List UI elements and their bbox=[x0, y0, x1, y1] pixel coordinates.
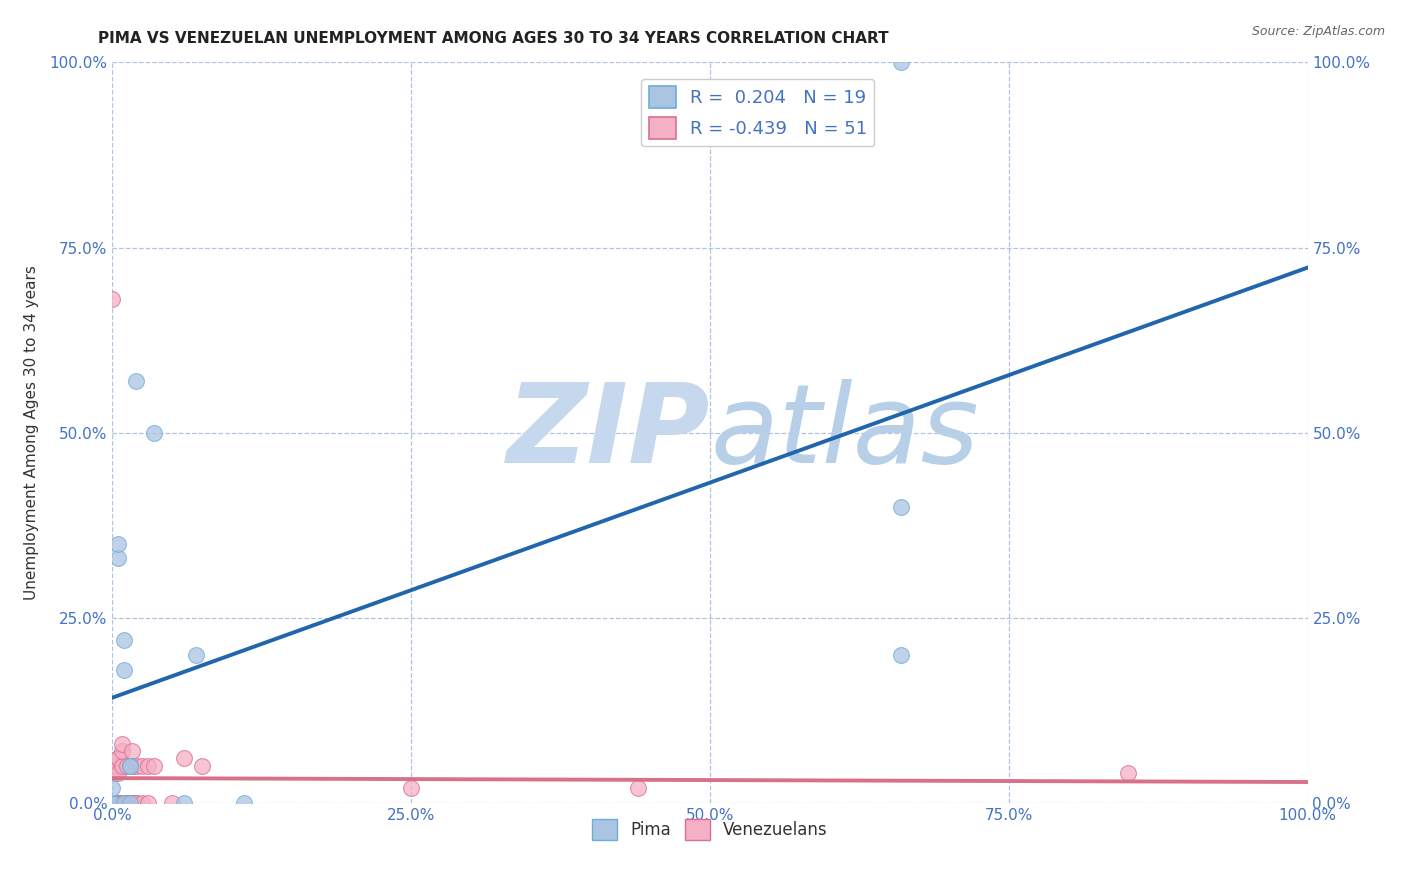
Point bbox=[107, 796, 129, 810]
Point bbox=[173, 751, 195, 765]
Point bbox=[111, 796, 134, 810]
Point bbox=[101, 796, 124, 810]
Point bbox=[101, 796, 124, 810]
Point bbox=[162, 796, 183, 810]
Point bbox=[111, 737, 134, 751]
Y-axis label: Unemployment Among Ages 30 to 34 years: Unemployment Among Ages 30 to 34 years bbox=[24, 265, 38, 600]
Point bbox=[107, 796, 129, 810]
Point bbox=[101, 293, 124, 307]
Point bbox=[101, 796, 124, 810]
Text: ZIP: ZIP bbox=[506, 379, 710, 486]
Point bbox=[627, 780, 650, 795]
Point bbox=[143, 758, 166, 772]
Point bbox=[114, 632, 135, 647]
Point bbox=[115, 758, 138, 772]
Point bbox=[121, 796, 143, 810]
Point bbox=[121, 744, 143, 758]
Point bbox=[114, 796, 135, 810]
Point bbox=[125, 374, 148, 388]
Point bbox=[111, 796, 134, 810]
Point bbox=[101, 796, 124, 810]
Point bbox=[115, 796, 138, 810]
Point bbox=[111, 758, 134, 772]
Point bbox=[890, 648, 912, 662]
Point bbox=[101, 796, 124, 810]
Point bbox=[114, 663, 135, 677]
Point bbox=[101, 796, 124, 810]
Point bbox=[401, 780, 423, 795]
Text: atlas: atlas bbox=[710, 379, 979, 486]
Point bbox=[120, 758, 142, 772]
Point bbox=[101, 796, 124, 810]
Point bbox=[107, 751, 129, 765]
Point bbox=[111, 796, 134, 810]
Point bbox=[233, 796, 256, 810]
Point bbox=[101, 796, 124, 810]
Point bbox=[101, 796, 124, 810]
Point bbox=[1118, 766, 1140, 780]
Point bbox=[104, 758, 127, 772]
Point bbox=[101, 796, 124, 810]
Point bbox=[107, 796, 129, 810]
Point bbox=[120, 796, 142, 810]
Point bbox=[101, 796, 124, 810]
Point bbox=[104, 766, 127, 780]
Text: PIMA VS VENEZUELAN UNEMPLOYMENT AMONG AGES 30 TO 34 YEARS CORRELATION CHART: PIMA VS VENEZUELAN UNEMPLOYMENT AMONG AG… bbox=[98, 31, 889, 46]
Point bbox=[121, 758, 143, 772]
Point bbox=[120, 758, 142, 772]
Point bbox=[115, 796, 138, 810]
Point bbox=[138, 796, 160, 810]
Point bbox=[125, 758, 148, 772]
Point bbox=[101, 780, 124, 795]
Point bbox=[107, 796, 129, 810]
Point bbox=[138, 758, 160, 772]
Point bbox=[121, 796, 143, 810]
Point bbox=[111, 744, 134, 758]
Point bbox=[131, 796, 153, 810]
Point bbox=[115, 796, 138, 810]
Point bbox=[125, 796, 148, 810]
Point bbox=[191, 758, 214, 772]
Point bbox=[107, 551, 129, 566]
Point bbox=[143, 425, 166, 440]
Point bbox=[186, 648, 208, 662]
Point bbox=[107, 751, 129, 765]
Point bbox=[131, 758, 153, 772]
Point bbox=[890, 500, 912, 514]
Legend: Pima, Venezuelans: Pima, Venezuelans bbox=[586, 813, 834, 847]
Point bbox=[101, 796, 124, 810]
Point bbox=[107, 536, 129, 550]
Point bbox=[125, 796, 148, 810]
Point bbox=[107, 766, 129, 780]
Point bbox=[101, 796, 124, 810]
Point bbox=[173, 796, 195, 810]
Point bbox=[890, 55, 912, 70]
Point bbox=[101, 796, 124, 810]
Point bbox=[101, 796, 124, 810]
Text: Source: ZipAtlas.com: Source: ZipAtlas.com bbox=[1251, 25, 1385, 38]
